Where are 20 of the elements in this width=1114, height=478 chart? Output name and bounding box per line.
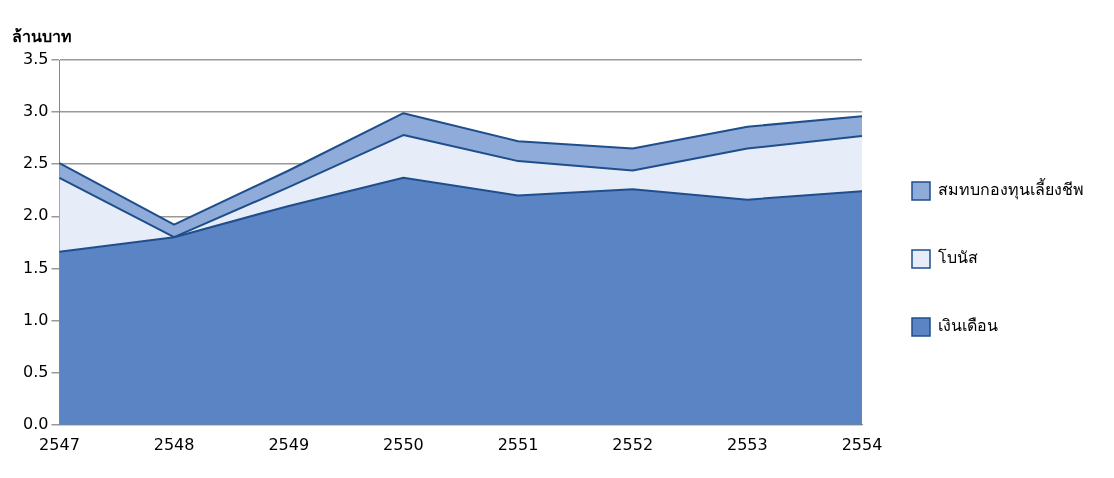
x-tick-label: 2552: [612, 434, 654, 454]
x-tick-label: 2553: [726, 434, 768, 454]
y-tick-label: 2.0: [22, 205, 49, 225]
legend-label: โบนัส: [938, 248, 978, 268]
y-tick-label: 3.5: [22, 49, 49, 69]
legend-label: สมทบกองทุนเลี้ยงชีพ: [938, 178, 1084, 201]
y-tick-label: 3.0: [22, 101, 49, 121]
x-tick-label: 2547: [39, 434, 80, 454]
legend-label: เงินเดือน: [938, 316, 998, 336]
y-axis-title: ล้านบาท: [12, 27, 72, 47]
x-tick-label: 2550: [383, 434, 424, 454]
x-tick-label: 2551: [497, 434, 539, 454]
x-tick-label: 2549: [268, 434, 310, 454]
x-tick-label: 2548: [153, 434, 195, 454]
y-tick-label: 2.5: [22, 153, 49, 173]
y-tick-label: 0.0: [22, 413, 49, 433]
x-tick-label: 2554: [841, 434, 883, 454]
y-tick-label: 0.5: [22, 361, 49, 381]
y-tick-label: 1.5: [22, 257, 49, 277]
y-tick-label: 1.0: [22, 309, 49, 329]
